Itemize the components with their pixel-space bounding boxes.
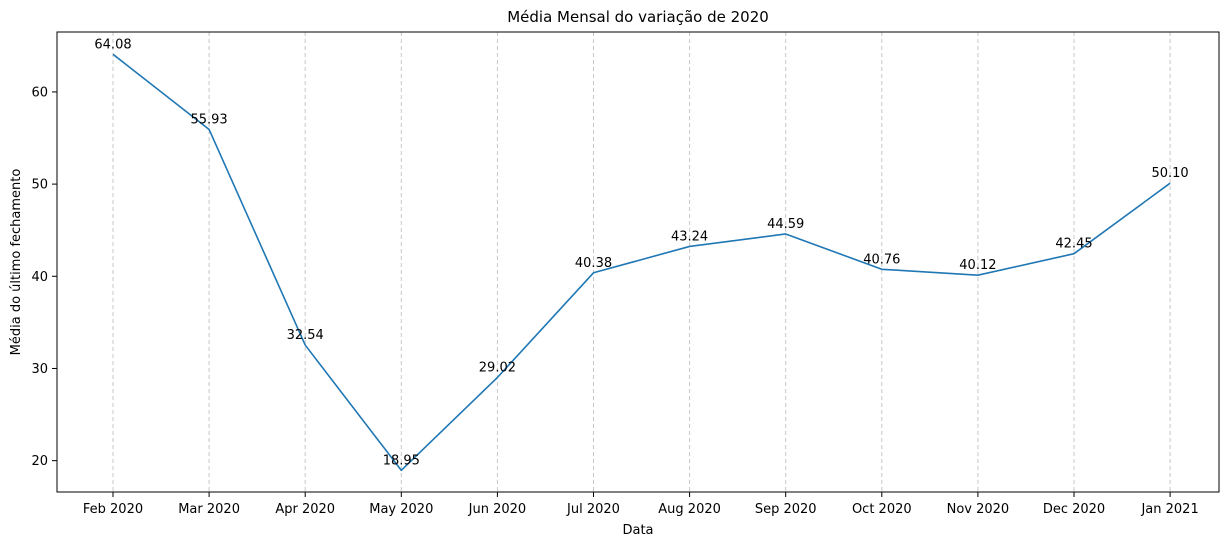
data-label: 40.12 <box>959 258 996 273</box>
data-label: 29.02 <box>479 361 516 376</box>
y-axis-label: Média do último fechamento <box>9 169 24 356</box>
grid-lines <box>112 32 1171 492</box>
x-tick-label: Oct 2020 <box>852 502 912 517</box>
x-tick-label: Nov 2020 <box>947 502 1010 517</box>
y-tick-label: 40 <box>31 270 48 285</box>
y-tick-label: 50 <box>31 178 48 193</box>
y-axis-ticks: 20 30 40 50 60 <box>31 85 57 469</box>
x-tick-label: May 2020 <box>369 502 433 517</box>
data-label: 43.24 <box>671 229 708 244</box>
x-axis-ticks: Feb 2020 Mar 2020 Apr 2020 May 2020 Jun 2020… <box>83 492 1199 517</box>
x-tick-label: Jul 2020 <box>566 502 620 517</box>
data-labels: 64.08 55.93 32.54 18.95 29.02 40.38 43.24 44.59… <box>94 37 1188 468</box>
x-tick-label: Apr 2020 <box>275 502 335 517</box>
x-tick-label: Aug 2020 <box>658 502 721 517</box>
data-label: 64.08 <box>94 37 131 52</box>
x-tick-label: Feb 2020 <box>83 502 143 517</box>
series-line <box>112 53 1171 472</box>
data-label: 55.93 <box>190 112 227 127</box>
y-tick-label: 60 <box>31 85 48 100</box>
data-label: 40.38 <box>575 256 612 271</box>
data-label: 50.10 <box>1151 166 1188 181</box>
data-label: 18.95 <box>383 453 420 468</box>
data-label: 44.59 <box>767 217 804 232</box>
data-label: 42.45 <box>1055 237 1092 252</box>
y-tick-label: 20 <box>31 454 48 469</box>
x-tick-label: Jan 2021 <box>1140 502 1198 517</box>
x-tick-label: Sep 2020 <box>755 502 817 517</box>
data-label: 40.76 <box>863 252 900 267</box>
x-axis-label: Data <box>622 523 653 538</box>
x-tick-label: Mar 2020 <box>178 502 240 517</box>
y-tick-label: 30 <box>31 362 48 377</box>
series-line-group <box>112 53 1171 472</box>
chart-title: Média Mensal do variação de 2020 <box>507 8 769 26</box>
x-tick-label: Jun 2020 <box>468 502 527 517</box>
x-tick-label: Dec 2020 <box>1043 502 1105 517</box>
data-label: 32.54 <box>287 328 324 343</box>
plot-frame <box>56 31 1220 493</box>
